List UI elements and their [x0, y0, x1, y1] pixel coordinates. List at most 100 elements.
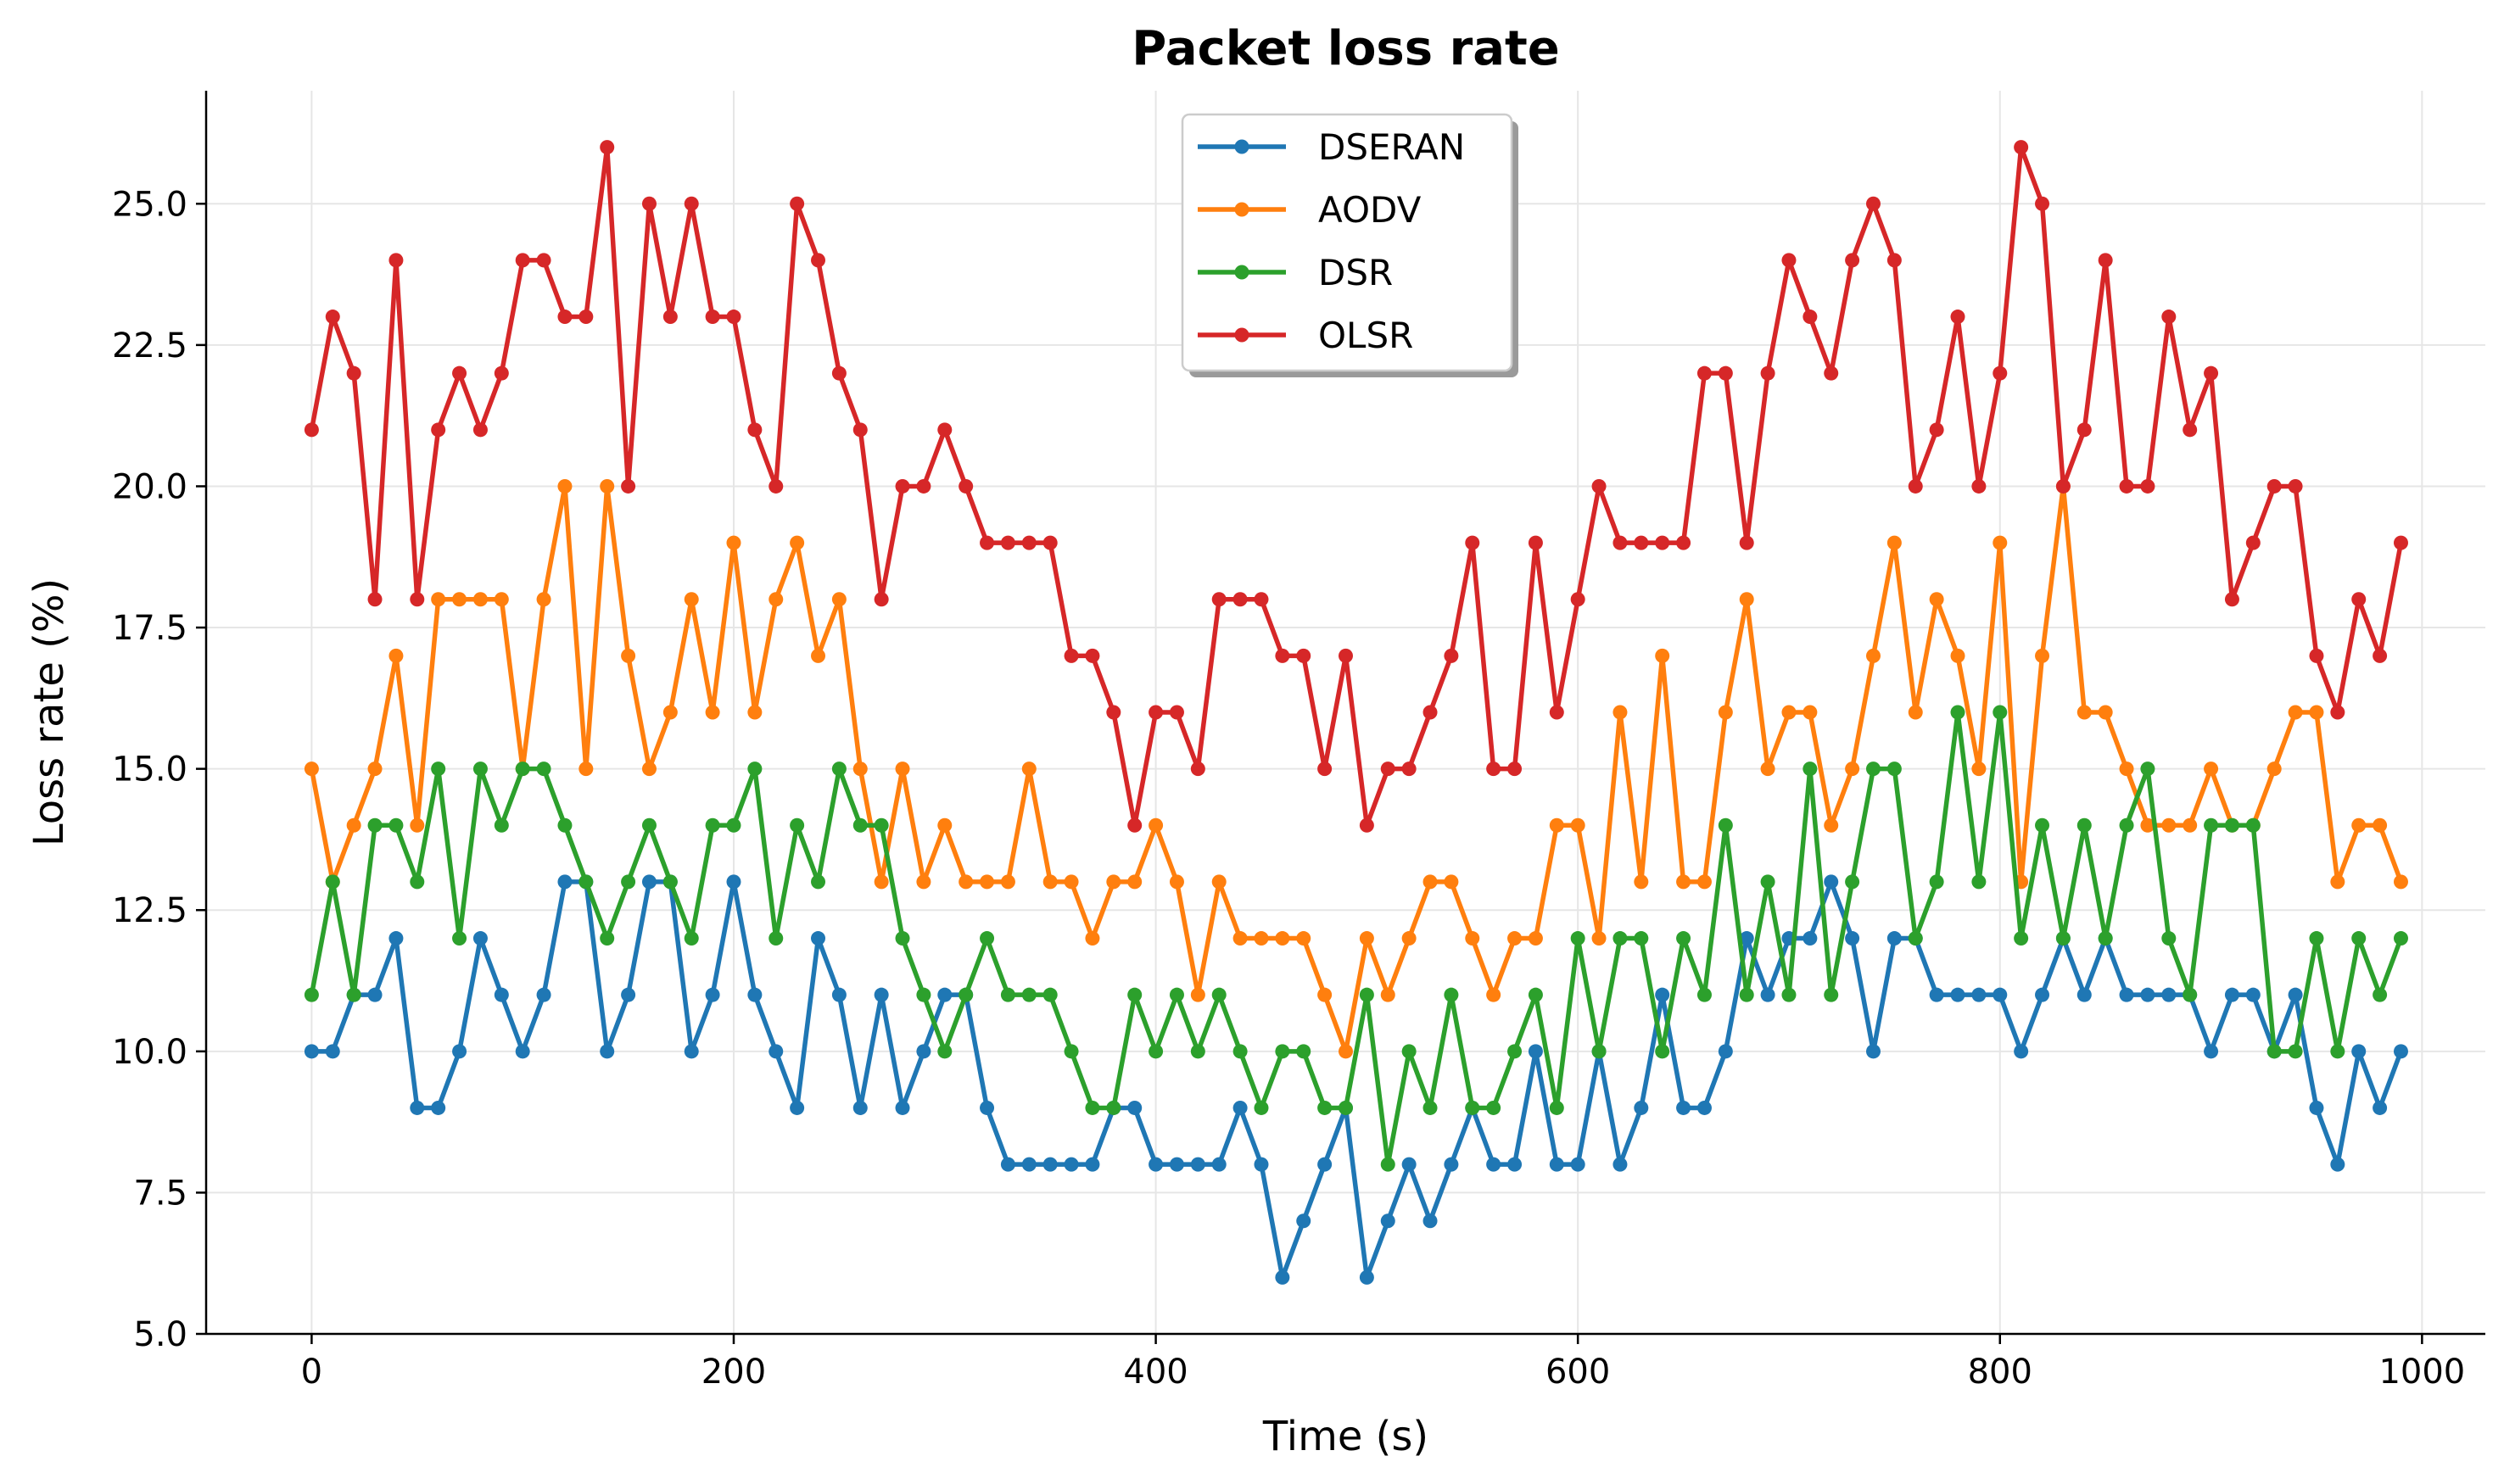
data-point-olsr: [1655, 535, 1670, 550]
data-point-olsr: [1127, 817, 1143, 833]
data-point-dseran: [811, 931, 826, 946]
data-point-olsr: [641, 196, 657, 211]
data-point-dsr: [684, 931, 699, 946]
data-point-aodv: [1275, 931, 1290, 946]
data-point-olsr: [1190, 762, 1205, 777]
data-point-olsr: [2309, 648, 2324, 663]
data-point-dsr: [2330, 1044, 2345, 1059]
data-point-aodv: [1760, 762, 1775, 777]
data-point-dseran: [1422, 1213, 1438, 1229]
data-point-olsr: [769, 478, 784, 494]
data-point-olsr: [2204, 365, 2219, 381]
legend-marker-dseran: [1234, 139, 1249, 154]
data-point-dsr: [2309, 931, 2324, 946]
series-group: [304, 140, 2408, 1285]
data-point-olsr: [2245, 535, 2261, 550]
data-point-olsr: [2140, 478, 2155, 494]
data-point-olsr: [1422, 705, 1438, 720]
legend-marker-dsr: [1234, 265, 1249, 280]
data-point-olsr: [1507, 762, 1523, 777]
data-point-dseran: [452, 1044, 467, 1059]
data-point-aodv: [2035, 648, 2050, 663]
data-point-olsr: [367, 592, 383, 607]
data-point-dsr: [1042, 987, 1058, 1002]
data-point-aodv: [1803, 705, 1818, 720]
data-point-dsr: [346, 987, 361, 1002]
data-point-dseran: [1613, 1157, 1628, 1172]
data-point-olsr: [2351, 592, 2367, 607]
data-point-dseran: [388, 931, 404, 946]
data-point-olsr: [1696, 365, 1712, 381]
data-point-dseran: [1380, 1213, 1395, 1229]
data-point-dsr: [980, 931, 995, 946]
data-point-dsr: [1971, 874, 1987, 890]
data-point-olsr: [1444, 648, 1459, 663]
data-point-olsr: [2393, 535, 2408, 550]
data-point-dsr: [1190, 1044, 1205, 1059]
data-point-dsr: [1021, 987, 1037, 1002]
data-point-dsr: [769, 931, 784, 946]
data-point-olsr: [1317, 762, 1333, 777]
data-point-dsr: [2098, 931, 2113, 946]
data-point-olsr: [1886, 253, 1902, 268]
data-point-aodv: [959, 874, 974, 890]
data-point-dsr: [1149, 1044, 1164, 1059]
data-point-dsr: [1507, 1044, 1523, 1059]
data-point-aodv: [2330, 874, 2345, 890]
data-point-dsr: [2055, 931, 2071, 946]
data-point-dseran: [410, 1100, 425, 1115]
data-point-dseran: [1296, 1213, 1311, 1229]
data-point-dsr: [1528, 987, 1543, 1002]
data-point-olsr: [1211, 592, 1227, 607]
data-point-aodv: [1886, 535, 1902, 550]
data-point-olsr: [811, 253, 826, 268]
data-point-aodv: [1950, 648, 1965, 663]
data-point-aodv: [1739, 592, 1754, 607]
data-point-olsr: [410, 592, 425, 607]
legend-label-dseran: DSERAN: [1318, 126, 1465, 168]
series-line-aodv: [309, 483, 2404, 1054]
data-point-dsr: [1359, 987, 1374, 1002]
data-point-olsr: [494, 365, 509, 381]
data-point-dseran: [916, 1044, 931, 1059]
data-point-dseran: [1254, 1157, 1269, 1172]
data-point-olsr: [937, 422, 953, 438]
data-point-dseran: [1739, 931, 1754, 946]
data-point-olsr: [1718, 365, 1733, 381]
data-point-aodv: [431, 592, 446, 607]
legend-marker-olsr: [1234, 327, 1249, 343]
data-point-olsr: [980, 535, 995, 550]
data-point-olsr: [536, 253, 551, 268]
legend-item-dseran: DSERAN: [1198, 126, 1465, 168]
data-point-dsr: [2140, 762, 2155, 777]
data-point-dsr: [874, 817, 889, 833]
data-point-dsr: [1908, 931, 1923, 946]
data-point-olsr: [1042, 535, 1058, 550]
data-point-aodv: [1570, 817, 1585, 833]
data-point-olsr: [578, 310, 594, 325]
x-axis-title: Time (s): [1262, 1413, 1428, 1460]
data-point-dsr: [2035, 817, 2050, 833]
data-point-dseran: [2309, 1100, 2324, 1115]
data-point-aodv: [1401, 931, 1417, 946]
data-point-aodv: [2351, 817, 2367, 833]
data-point-dseran: [2245, 987, 2261, 1002]
data-point-aodv: [1021, 762, 1037, 777]
data-point-dseran: [1803, 931, 1818, 946]
data-point-dseran: [494, 987, 509, 1002]
y-tick-label: 15.0: [112, 750, 187, 789]
x-tick-label: 600: [1545, 1353, 1610, 1392]
data-point-olsr: [2183, 422, 2198, 438]
data-point-dseran: [2330, 1157, 2345, 1172]
data-point-dseran: [831, 987, 847, 1002]
data-point-dseran: [1211, 1157, 1227, 1172]
data-point-olsr: [1275, 648, 1290, 663]
data-point-aodv: [1613, 705, 1628, 720]
data-point-dsr: [662, 874, 678, 890]
data-point-dsr: [1803, 762, 1818, 777]
data-point-olsr: [1950, 310, 1965, 325]
data-point-dseran: [895, 1100, 910, 1115]
data-point-olsr: [1993, 365, 2008, 381]
data-point-olsr: [1803, 310, 1818, 325]
data-point-aodv: [1339, 1044, 1353, 1059]
